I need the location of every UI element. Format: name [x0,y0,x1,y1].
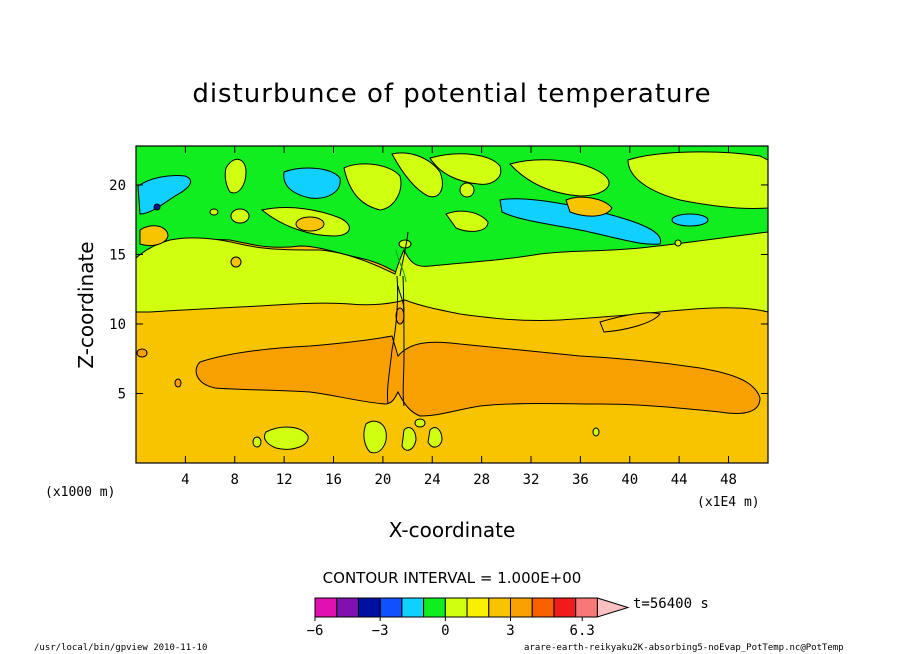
x-tick-label: 12 [276,472,293,488]
contour-yellow-band [136,231,768,322]
contour-interval-label: CONTOUR INTERVAL = 1.000E+00 [323,569,582,587]
colorbar [314,597,630,618]
colorbar-cell [444,597,468,618]
footer-right: arare-earth-reikyaku2K-absorbing5-noEvap… [524,643,844,653]
contour-light-yellow-lower [252,239,600,454]
colorbar-arrow [596,597,630,618]
contour-orange-cells [139,196,661,333]
colorbar-cell [423,597,446,618]
colorbar-cell [488,597,512,618]
y-axis-title: Z-coordinate [74,241,98,368]
x-unit-label: (x1E4 m) [697,495,760,510]
footer-left: /usr/local/bin/gpview 2010-11-10 [34,643,207,653]
colorbar-cell [379,597,403,618]
colorbar-label: 6.3 [570,623,595,639]
x-tick-label: 8 [231,472,239,488]
x-tick-label: 44 [671,472,688,488]
y-tick-label: 5 [118,386,126,402]
contour-core-dark-orange [195,335,761,417]
colorbar-label: 0 [441,623,449,639]
x-tick-label: 40 [621,472,638,488]
colorbar-labels: −6 −3 0 3 6.3 [307,617,595,639]
x-tick-label: 20 [374,472,391,488]
plot-area [136,146,768,463]
x-axis-title: X-coordinate [389,518,516,542]
colorbar-cell [401,597,425,618]
x-tick-label: 24 [424,472,441,488]
chart-title: disturbunce of potential temperature [192,79,711,109]
x-tick-label: 4 [181,472,189,488]
y-ticks: 5 10 15 20 [109,178,768,402]
y-tick-label: 15 [109,247,126,263]
colorbar-cell [510,597,533,618]
x-tick-label: 16 [325,472,342,488]
time-label: t=56400 s [633,596,709,612]
colorbar-label: −6 [307,623,324,639]
colorbar-cell [531,597,555,618]
colorbar-label: −3 [372,623,389,639]
x-tick-label: 48 [720,472,737,488]
x-ticks: 4 8 12 16 20 24 28 32 36 40 44 48 [181,146,737,488]
colorbar-cell [553,597,577,618]
y-unit-label: (x1000 m) [45,485,115,500]
contour-yellow-cells [224,151,768,237]
y-tick-label: 20 [109,178,126,194]
x-tick-label: 28 [473,472,490,488]
x-tick-label: 32 [523,472,540,488]
contour-blue-cells [137,167,709,245]
colorbar-cell [336,597,359,618]
y-tick-label: 10 [109,317,126,333]
colorbar-cell [466,597,490,618]
colorbar-cell [575,597,598,618]
plume-lines [387,231,409,407]
colorbar-label: 3 [506,623,514,639]
plot-frame [135,145,769,464]
colorbar-cell [314,597,338,618]
x-tick-label: 36 [572,472,589,488]
colorbar-cell [357,597,381,618]
